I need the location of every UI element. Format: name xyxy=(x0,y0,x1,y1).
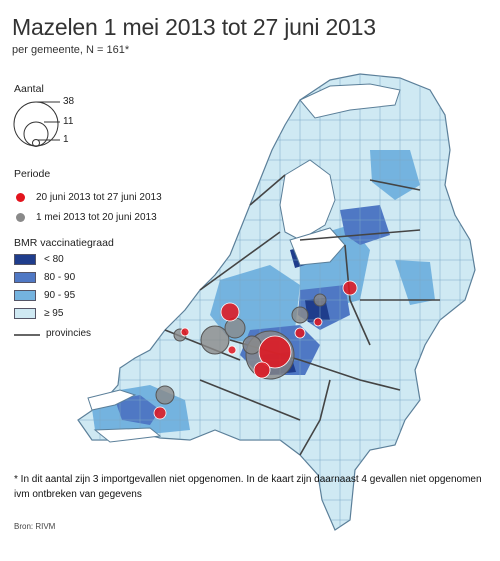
case-circle-grey xyxy=(155,385,175,405)
vacc-swatch-below-80 xyxy=(14,254,36,265)
case-circle-red xyxy=(253,361,271,379)
province-legend-line xyxy=(14,334,40,336)
footnote: * In dit aantal zijn 3 importgevallen ni… xyxy=(14,474,482,500)
case-circle-red xyxy=(180,327,190,337)
case-circle-red xyxy=(313,317,323,327)
size-legend-heading: Aantal xyxy=(14,83,44,95)
vacc-swatch-80-90 xyxy=(14,272,36,283)
period-label-recent: 20 juni 2013 tot 27 juni 2013 xyxy=(36,192,162,203)
vacc-label-95-plus: ≥ 95 xyxy=(44,308,64,319)
map-title: Mazelen 1 mei 2013 tot 27 juni 2013 xyxy=(12,14,376,40)
vacc-label-below-80: < 80 xyxy=(44,254,64,265)
patch-80-90 xyxy=(115,395,160,425)
size-legend-1 xyxy=(32,139,40,147)
period-swatch-earlier xyxy=(16,213,25,222)
case-circle-red xyxy=(294,327,306,339)
period-legend-heading: Periode xyxy=(14,168,51,180)
case-circle-red xyxy=(227,345,237,355)
vacc-label-80-90: 80 - 90 xyxy=(44,272,76,283)
case-circle-grey xyxy=(291,306,309,324)
case-circle-red xyxy=(258,335,292,369)
size-legend-circles xyxy=(13,101,60,147)
case-circle-red xyxy=(342,280,358,296)
size-legend-11 xyxy=(23,121,49,147)
vacc-swatch-95-plus xyxy=(14,308,36,319)
case-circle-grey xyxy=(313,293,327,307)
zeeland-water xyxy=(93,427,162,443)
size-legend-label-38: 38 xyxy=(63,96,75,107)
size-legend-label-11: 11 xyxy=(63,116,74,127)
case-circles xyxy=(153,280,358,420)
map-subtitle: per gemeente, N = 161* xyxy=(12,44,130,56)
case-circle-grey xyxy=(200,325,230,355)
vacc-legend-heading: BMR vaccinatiegraad xyxy=(14,237,114,249)
period-label-earlier: 1 mei 2013 tot 20 juni 2013 xyxy=(36,212,157,223)
case-circle-grey xyxy=(242,335,262,355)
vacc-swatch-90-95 xyxy=(14,290,36,301)
zeeland-water xyxy=(87,389,137,411)
province-legend-label: provincies xyxy=(46,328,92,339)
patch-90-95 xyxy=(395,260,435,305)
wadden-sea xyxy=(299,83,401,119)
size-legend-leader xyxy=(36,101,60,141)
source-credit: Bron: RIVM xyxy=(14,522,56,531)
size-legend-label-1: 1 xyxy=(63,134,69,145)
case-circle-red xyxy=(153,406,167,420)
period-swatch-recent xyxy=(16,193,25,202)
vacc-label-90-95: 90 - 95 xyxy=(44,290,76,301)
ijsselmeer xyxy=(279,159,336,241)
water-bodies xyxy=(87,83,401,443)
case-circle-red xyxy=(220,302,240,322)
